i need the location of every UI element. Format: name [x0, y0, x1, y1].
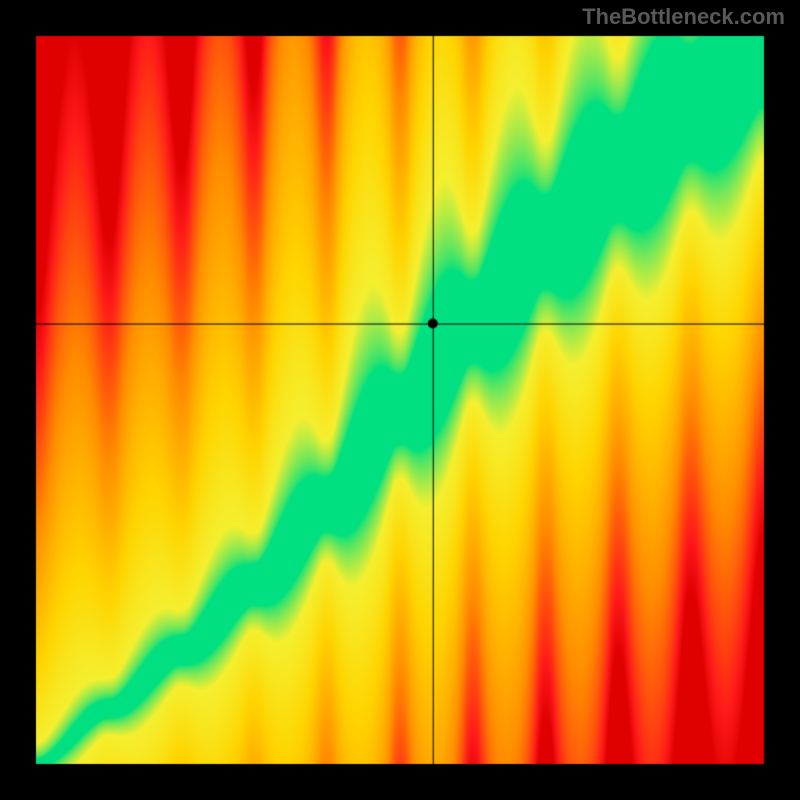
bottleneck-heatmap-canvas — [0, 0, 800, 800]
watermark-text: TheBottleneck.com — [582, 4, 785, 30]
